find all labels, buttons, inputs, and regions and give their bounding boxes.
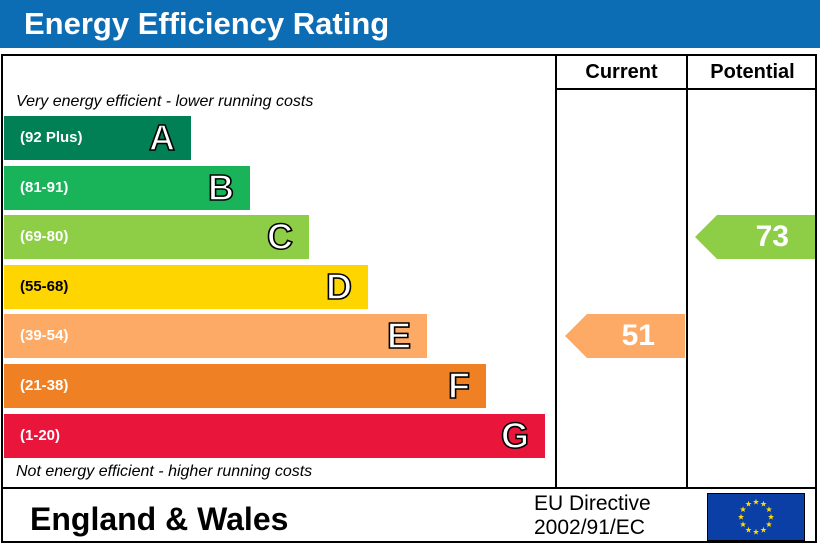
band-letter: E — [386, 315, 412, 358]
band-f: (21-38) F — [4, 364, 486, 408]
eu-flag-icon — [707, 493, 805, 541]
eu-star — [745, 526, 752, 533]
potential-arrow-shape — [695, 215, 815, 260]
eu-star — [752, 528, 760, 535]
footer-divider — [1, 487, 817, 489]
current-rating-arrow: 51 — [565, 314, 685, 359]
eu-star — [760, 500, 767, 507]
band-g: (1-20) G — [4, 413, 545, 458]
potential-arrow-polygon — [695, 215, 815, 260]
band-range-label: (39-54) — [20, 327, 69, 345]
band-range-label: (92 Plus) — [20, 129, 83, 146]
band-letter: B — [207, 166, 235, 209]
band-range-label: (69-80) — [20, 228, 69, 246]
header-bar: Energy Efficiency Rating — [0, 0, 820, 48]
band-range-label: (55-68) — [20, 277, 69, 295]
eu-star — [739, 506, 747, 513]
eu-star — [765, 521, 773, 528]
eu-star — [760, 526, 767, 533]
current-arrow-polygon — [565, 314, 685, 359]
current-column-divider — [555, 54, 557, 488]
current-column-header: Current — [585, 61, 658, 83]
band-a: (92 Plus) A — [4, 116, 191, 160]
potential-rating-value: 73 — [755, 220, 789, 254]
potential-column-divider — [686, 54, 688, 488]
eu-star — [767, 513, 775, 520]
potential-rating-arrow: 73 — [695, 215, 815, 260]
band-letter: A — [148, 116, 176, 159]
band-range-label: (1-20) — [20, 426, 61, 444]
band-b: (81-91) B — [4, 165, 250, 210]
band-e: (39-54) E — [4, 314, 427, 359]
eu-star — [739, 521, 747, 528]
bottom-note: Not energy efficient - higher running co… — [16, 463, 313, 480]
top-note: Very energy efficient - lower running co… — [16, 93, 314, 110]
region-label: England & Wales — [30, 501, 289, 537]
eu-star — [765, 506, 773, 513]
column-header-divider — [555, 88, 817, 90]
eu-directive-line1: EU Directive — [534, 492, 651, 515]
band-range-label: (81-91) — [20, 178, 69, 196]
band-letter: C — [266, 215, 294, 258]
band-c: (69-80) C — [4, 215, 309, 260]
potential-column-header: Potential — [710, 61, 795, 83]
band-range-label: (21-38) — [20, 377, 69, 394]
eu-flag-stars — [737, 498, 775, 535]
eu-star — [745, 500, 752, 507]
eu-directive-line2: 2002/91/EC — [534, 516, 645, 539]
chart-title: Energy Efficiency Rating — [24, 6, 390, 41]
current-rating-value: 51 — [621, 319, 655, 353]
band-letter: F — [447, 364, 471, 407]
eu-directive: EU Directive 2002/91/EC — [534, 492, 694, 540]
eu-star — [752, 498, 760, 505]
band-letter: D — [325, 265, 353, 308]
current-arrow-shape — [565, 314, 685, 359]
rating-frame — [1, 54, 817, 543]
band-d: (55-68) D — [4, 264, 368, 309]
band-letter: G — [500, 414, 530, 457]
eu-star — [737, 513, 745, 520]
